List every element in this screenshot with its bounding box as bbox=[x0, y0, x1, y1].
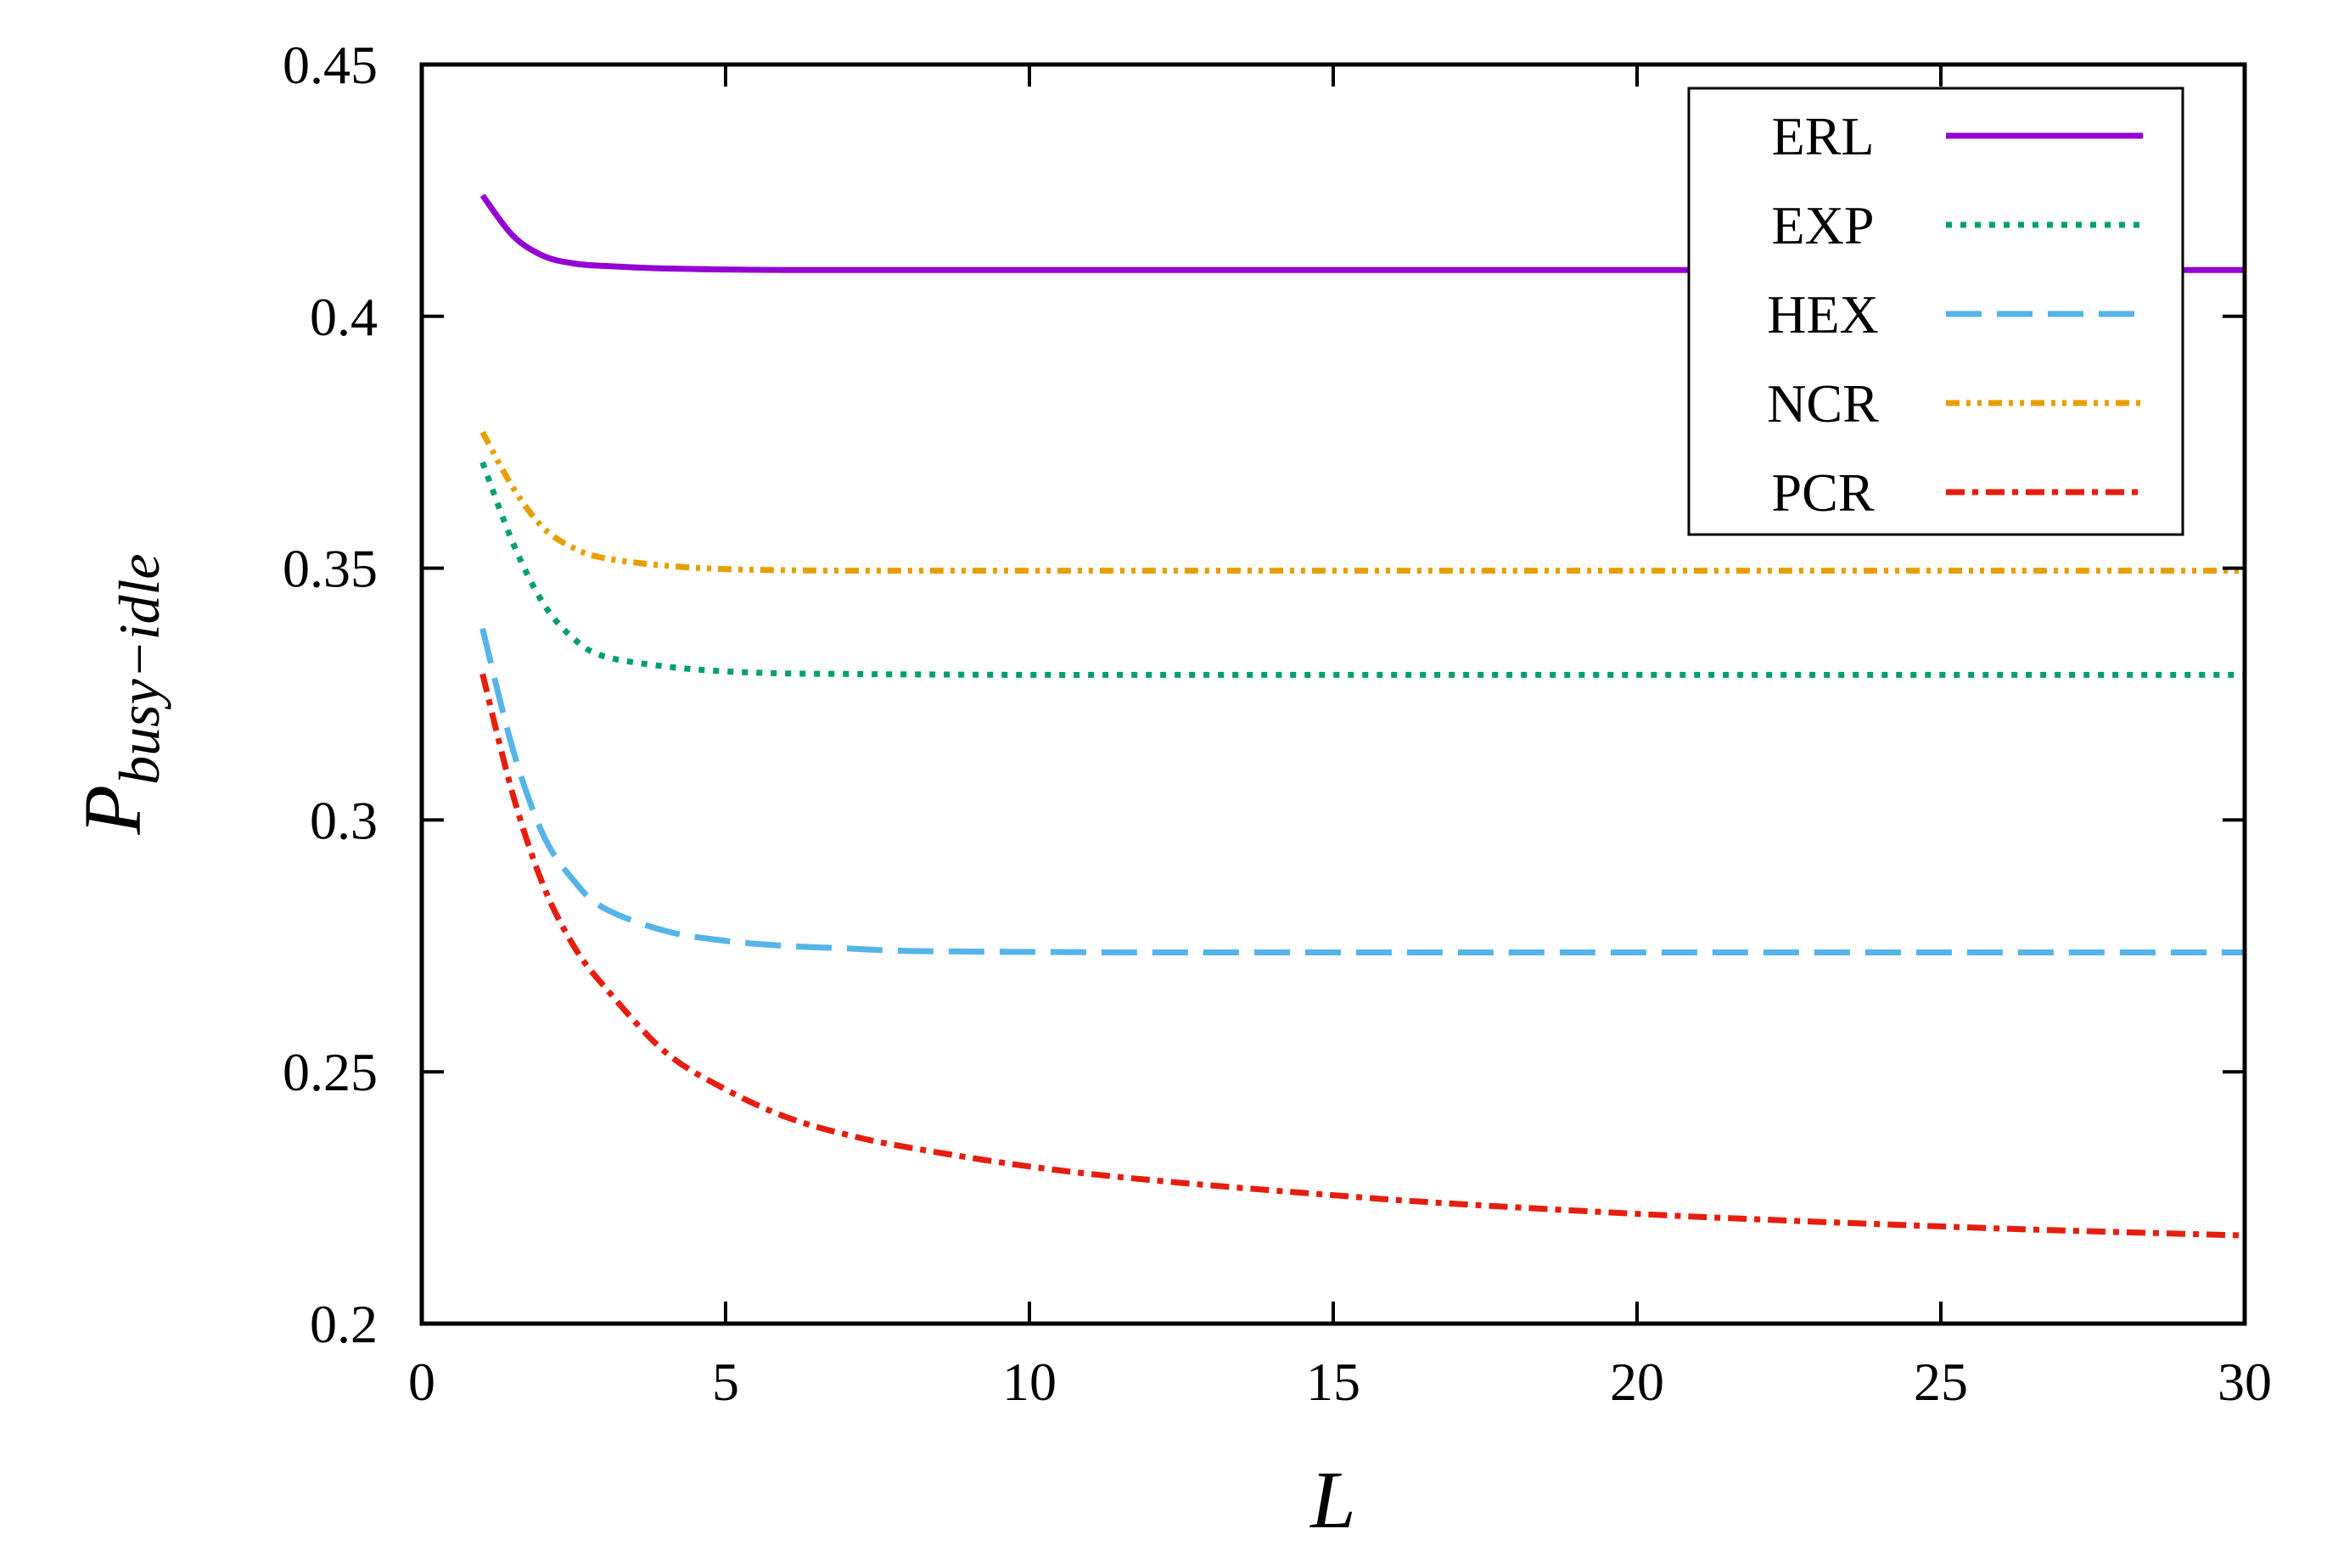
y-tick-label: 0.25 bbox=[283, 1042, 378, 1102]
legend-label-exp: EXP bbox=[1772, 195, 1875, 255]
y-tick-label: 0.45 bbox=[283, 35, 378, 95]
y-tick-label: 0.35 bbox=[283, 539, 378, 599]
x-tick-label: 10 bbox=[1002, 1352, 1057, 1412]
axis-tick-labels: 0 5 10 15 20 25 30 0.2 0.25 0.3 0.35 0.4 0.45 bbox=[283, 35, 2272, 1412]
series-line-ncr bbox=[479, 430, 2245, 574]
series-line-exp bbox=[479, 461, 2245, 678]
legend-label-pcr: PCR bbox=[1772, 462, 1875, 523]
y-axis-title-main: P bbox=[67, 785, 158, 836]
legend-label-ncr: NCR bbox=[1767, 373, 1879, 434]
y-tick-label: 0.3 bbox=[310, 790, 378, 850]
y-axis-title: Pbusy−idle bbox=[67, 553, 171, 835]
y-tick-label: 0.2 bbox=[310, 1294, 378, 1354]
x-tick-label: 20 bbox=[1610, 1352, 1664, 1412]
series-line-pcr bbox=[479, 673, 2246, 1239]
x-tick-label: 5 bbox=[712, 1352, 739, 1412]
series-line-hex bbox=[479, 627, 2245, 956]
legend-label-hex: HEX bbox=[1767, 284, 1879, 344]
y-axis-title-subscript: busy−idle bbox=[107, 553, 171, 785]
x-tick-label: 15 bbox=[1306, 1352, 1360, 1412]
plot-frame bbox=[419, 62, 2247, 1326]
x-axis-title: L bbox=[1309, 1454, 1355, 1545]
x-tick-label: 30 bbox=[2218, 1352, 2272, 1412]
x-tick-label: 25 bbox=[1914, 1352, 1968, 1412]
legend: ERL EXP HEX NCR PCR bbox=[1687, 87, 2184, 536]
legend-label-erl: ERL bbox=[1772, 106, 1875, 166]
x-tick-label: 0 bbox=[408, 1352, 435, 1412]
y-tick-label: 0.4 bbox=[310, 287, 378, 347]
